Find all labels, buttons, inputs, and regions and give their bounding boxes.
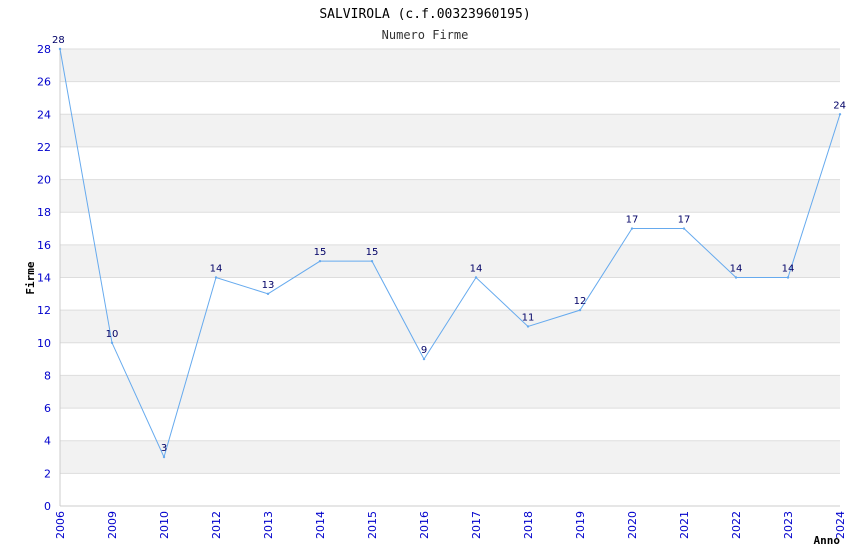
axes xyxy=(59,49,840,507)
y-tick-label: 26 xyxy=(37,76,51,89)
x-tick-label: 2021 xyxy=(678,511,691,539)
y-tick-label: 12 xyxy=(37,304,51,317)
y-tick-label: 2 xyxy=(44,467,51,480)
y-axis-title: Firme xyxy=(24,261,37,294)
y-tick-label: 4 xyxy=(44,435,51,448)
x-tick-labels: 2006 2009 2010 2012 2013 2014 2015 2016 2017 2018… xyxy=(54,511,847,539)
x-tick-label: 2019 xyxy=(574,511,587,539)
data-point xyxy=(630,227,634,230)
data-point xyxy=(474,276,478,279)
y-tick-label: 10 xyxy=(37,337,51,350)
y-tick-label: 20 xyxy=(37,174,51,187)
background-band xyxy=(60,49,840,82)
x-tick-label: 2006 xyxy=(54,511,67,539)
data-point xyxy=(214,276,218,279)
x-axis-title: Anno xyxy=(814,534,841,547)
x-tick-label: 2012 xyxy=(210,511,223,539)
data-label: 14 xyxy=(782,264,795,275)
data-label: 14 xyxy=(210,264,223,275)
data-point xyxy=(526,325,530,328)
data-label: 17 xyxy=(626,215,639,226)
y-tick-label: 18 xyxy=(37,206,51,219)
data-label: 3 xyxy=(161,443,167,454)
data-label: 11 xyxy=(522,312,535,323)
data-point xyxy=(682,227,686,230)
x-tick-label: 2024 xyxy=(834,511,847,539)
data-label: 14 xyxy=(730,264,743,275)
data-point xyxy=(110,341,114,344)
grid-lines xyxy=(60,48,840,507)
data-labels: 28 10 3 14 13 15 15 9 14 11 12 17 17 14 14 24 xyxy=(52,35,846,454)
data-label: 28 xyxy=(52,35,65,46)
x-tick-label: 2023 xyxy=(782,511,795,539)
background-band xyxy=(60,310,840,343)
data-label: 9 xyxy=(421,345,427,356)
chart-subtitle: Numero Firme xyxy=(382,28,469,42)
y-tick-label: 22 xyxy=(37,141,51,154)
data-label: 24 xyxy=(833,100,846,111)
data-label: 15 xyxy=(366,247,379,258)
y-tick-label: 16 xyxy=(37,239,51,252)
chart-title: SALVIROLA (c.f.00323960195) xyxy=(319,7,530,22)
x-tick-label: 2015 xyxy=(366,511,379,539)
data-point xyxy=(318,259,322,263)
y-tick-label: 14 xyxy=(37,272,51,285)
background-band xyxy=(60,440,840,474)
data-label: 13 xyxy=(262,280,275,291)
y-tick-label: 28 xyxy=(37,43,51,56)
data-point xyxy=(422,357,426,361)
x-tick-label: 2013 xyxy=(262,511,275,539)
data-label: 12 xyxy=(574,296,587,307)
x-tick-label: 2017 xyxy=(470,511,483,539)
data-point xyxy=(266,292,270,296)
x-tick-label: 2014 xyxy=(314,511,327,539)
background-band xyxy=(60,114,840,147)
data-points xyxy=(58,47,842,459)
x-tick-label: 2016 xyxy=(418,511,431,539)
data-point xyxy=(786,276,790,279)
data-label: 10 xyxy=(106,329,119,340)
data-point xyxy=(162,455,166,459)
data-point xyxy=(58,47,62,51)
data-label: 17 xyxy=(678,215,691,226)
series-line xyxy=(59,48,841,459)
data-point xyxy=(734,276,738,279)
data-point xyxy=(578,308,582,312)
y-tick-label: 24 xyxy=(37,108,51,121)
data-point xyxy=(838,113,842,116)
y-tick-label: 6 xyxy=(44,402,51,415)
x-tick-label: 2020 xyxy=(626,511,639,539)
series-firme xyxy=(59,48,841,459)
data-label: 14 xyxy=(470,264,483,275)
data-label: 15 xyxy=(314,247,327,258)
background-band xyxy=(60,375,840,409)
background-band xyxy=(60,179,840,213)
background-band xyxy=(60,244,840,278)
x-tick-label: 2018 xyxy=(522,511,535,539)
x-tick-label: 2022 xyxy=(730,511,743,539)
y-tick-label: 8 xyxy=(44,369,51,382)
background-bands xyxy=(60,49,840,474)
x-tick-label: 2009 xyxy=(106,511,119,539)
data-point xyxy=(370,259,374,263)
x-tick-label: 2010 xyxy=(158,511,171,539)
y-tick-label: 0 xyxy=(44,500,51,513)
